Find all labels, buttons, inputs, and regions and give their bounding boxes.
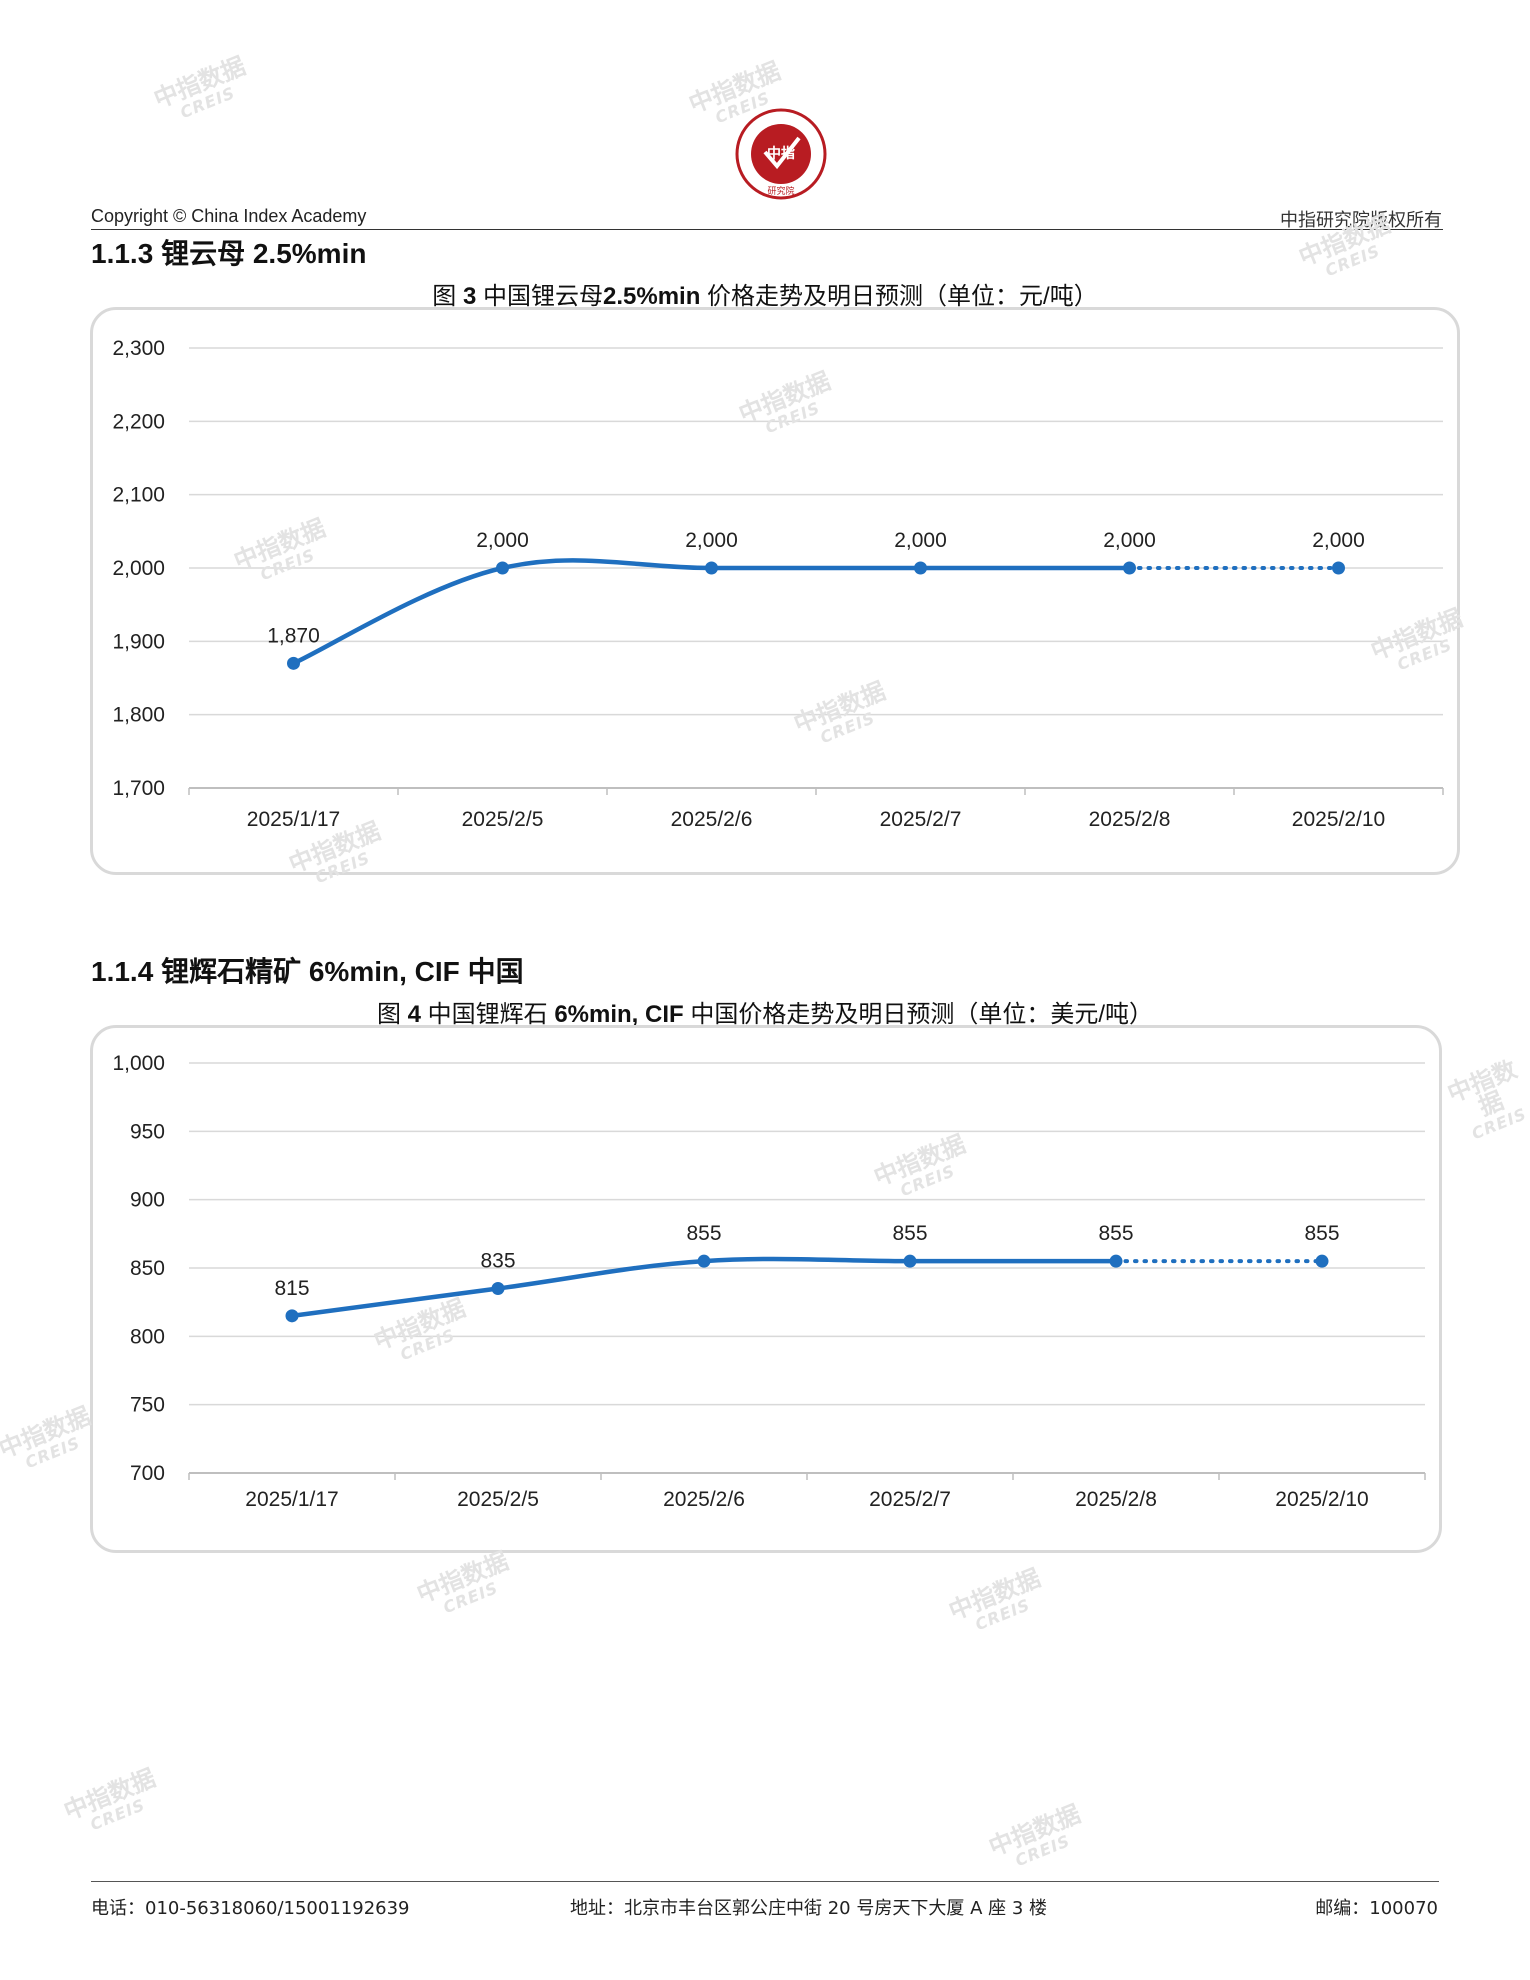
x-tick-label: 2025/2/5 — [462, 808, 544, 831]
chart-panel-2: 700 750 800 850 900 950 1,000 2025/1/17 2025/2/5… — [90, 1025, 1442, 1553]
x-tick-label: 2025/2/8 — [1089, 808, 1171, 831]
watermark: 中指数据 CREIS — [412, 1546, 513, 1618]
data-label: 2,000 — [1103, 529, 1156, 552]
y-tick-label: 2,000 — [112, 557, 165, 580]
china-index-academy-logo: 中指 研究院 — [735, 108, 827, 200]
y-tick-label: 700 — [130, 1462, 165, 1485]
data-point — [287, 656, 300, 670]
data-point — [285, 1309, 299, 1323]
y-tick-label: 750 — [130, 1394, 165, 1417]
y-tick-label: 900 — [130, 1189, 165, 1212]
data-label: 2,000 — [1312, 529, 1365, 552]
y-tick-label: 950 — [130, 1120, 165, 1143]
data-point — [491, 1282, 505, 1295]
x-tick-label: 2025/1/17 — [245, 1488, 338, 1511]
data-point — [697, 1254, 711, 1268]
y-tick-label: 1,800 — [112, 704, 165, 727]
section-heading-1: 1.1.3 锂云母 2.5%min — [91, 238, 367, 269]
series-line — [291, 558, 1132, 666]
data-label: 2,000 — [685, 529, 738, 552]
y-tick-label: 850 — [130, 1257, 165, 1280]
x-tick-label: 2025/1/17 — [247, 808, 340, 831]
y-tick-label: 1,700 — [112, 777, 165, 800]
y-tick-label: 1,900 — [112, 630, 165, 653]
spodumene-price-chart: 700 750 800 850 900 950 1,000 2025/1/17 2025/2/5… — [112, 1052, 1426, 1511]
svg-text:研究院: 研究院 — [767, 185, 794, 197]
copyright-text: Copyright © China Index Academy — [91, 206, 367, 226]
data-point — [705, 561, 718, 575]
data-label: 855 — [686, 1222, 721, 1245]
watermark: 中指数据 CREIS — [149, 51, 250, 123]
watermark: 中指数据 CREIS — [59, 1763, 160, 1835]
watermark: 中指数据 CREIS — [944, 1563, 1045, 1635]
watermark: 中指数据 CREIS — [1443, 1055, 1530, 1144]
watermark: 中指数据 CREIS — [0, 1401, 95, 1473]
svg-text:中指: 中指 — [767, 145, 795, 162]
watermark: 中指数据 CREIS — [984, 1799, 1085, 1871]
data-label: 855 — [1098, 1222, 1133, 1245]
data-label: 855 — [892, 1222, 927, 1245]
header-divider — [91, 229, 1443, 230]
data-label: 855 — [1304, 1222, 1339, 1245]
rights-text: 中指研究院版权所有 — [1280, 210, 1442, 231]
footer-phone: 电话：010-56318060/15001192639 — [91, 1898, 410, 1919]
figure-title-2: 图 4 中国锂辉石 6%min, CIF 中国价格走势及明日预测（单位：美元/吨… — [376, 1001, 1154, 1028]
x-tick-label: 2025/2/6 — [663, 1488, 745, 1511]
x-tick-label: 2025/2/7 — [880, 808, 962, 831]
y-tick-label: 1,000 — [112, 1052, 165, 1075]
data-point — [1123, 561, 1136, 575]
y-tick-label: 800 — [130, 1325, 165, 1348]
data-point — [1109, 1254, 1123, 1268]
data-point — [903, 1254, 917, 1268]
footer-postcode: 邮编：100070 — [1315, 1898, 1438, 1919]
y-tick-label: 2,300 — [112, 337, 165, 360]
x-tick-label: 2025/2/7 — [869, 1488, 951, 1511]
x-tick-label: 2025/2/10 — [1292, 808, 1385, 831]
x-tick-label: 2025/2/10 — [1275, 1488, 1368, 1511]
figure-title-1: 图 3 中国锂云母2.5%min 价格走势及明日预测（单位：元/吨） — [432, 283, 1098, 310]
data-label: 815 — [274, 1277, 309, 1300]
data-point — [914, 561, 927, 575]
x-tick-label: 2025/2/8 — [1075, 1488, 1157, 1511]
data-label: 2,000 — [894, 529, 947, 552]
y-tick-label: 2,200 — [112, 410, 165, 433]
chart-panel-1: 1,700 1,800 1,900 2,000 2,100 2,200 2,300 2025/… — [90, 307, 1460, 875]
data-point — [1332, 561, 1345, 575]
data-label: 1,870 — [267, 624, 320, 647]
data-point — [496, 561, 509, 575]
data-point — [1315, 1254, 1329, 1268]
data-label: 2,000 — [476, 529, 529, 552]
x-tick-label: 2025/2/6 — [671, 808, 753, 831]
y-tick-label: 2,100 — [112, 484, 165, 507]
lepidolite-price-chart: 1,700 1,800 1,900 2,000 2,100 2,200 2,300 2025/… — [112, 337, 1444, 831]
footer-divider — [91, 1881, 1439, 1882]
section-heading-2: 1.1.4 锂辉石精矿 6%min, CIF 中国 — [91, 956, 524, 987]
data-label: 835 — [480, 1250, 515, 1273]
footer-address: 地址：北京市丰台区郭公庄中街 20 号房天下大厦 A 座 3 楼 — [570, 1898, 1047, 1919]
x-tick-label: 2025/2/5 — [457, 1488, 539, 1511]
